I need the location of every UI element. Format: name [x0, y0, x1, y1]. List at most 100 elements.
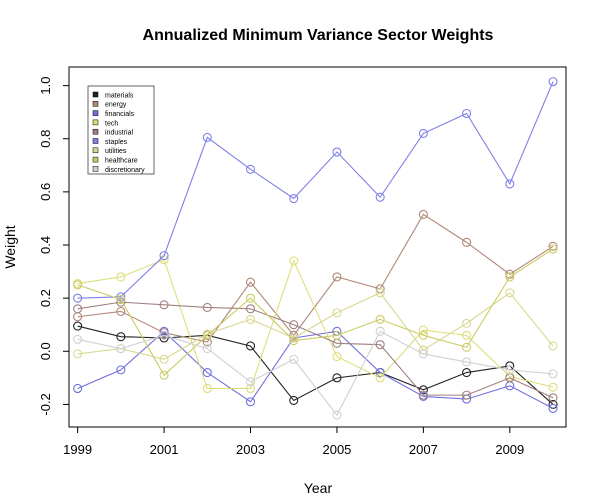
series-line-healthcare [77, 248, 554, 377]
data-point [375, 326, 385, 336]
plot-frame [68, 66, 567, 428]
data-point [462, 357, 472, 367]
data-point [418, 349, 428, 359]
x-tick-label: 2009 [495, 442, 524, 457]
y-tick-label: 0.2 [38, 289, 53, 307]
data-point [159, 251, 169, 261]
data-point [245, 383, 256, 394]
legend-label: utilities [105, 148, 127, 155]
legend-label: healthcare [105, 158, 138, 165]
data-point [116, 292, 126, 302]
x-tick-label: 2007 [409, 442, 438, 457]
data-point [548, 341, 558, 351]
data-point [202, 383, 212, 394]
data-point [462, 367, 472, 378]
data-point [375, 340, 385, 350]
data-point [289, 193, 299, 204]
legend-label: discretionary [105, 167, 145, 174]
data-point [202, 302, 212, 312]
data-point [548, 382, 558, 392]
legend-label: energy [105, 102, 127, 109]
data-point [548, 241, 558, 251]
series-line-utilities [77, 292, 554, 360]
data-point [73, 293, 83, 303]
x-tick-label: 2001 [150, 442, 179, 457]
data-point [245, 164, 256, 174]
series-healthcare [73, 244, 558, 380]
data-point [289, 256, 299, 266]
data-point [202, 344, 212, 354]
data-point [375, 192, 385, 202]
data-point [159, 300, 169, 310]
data-point [505, 272, 515, 282]
data-point [159, 370, 169, 380]
data-point [332, 352, 342, 362]
y-axis: -0.2 0.0 0.2 0.4 0.6 0.8 1.0 [38, 77, 69, 416]
data-point [548, 393, 558, 403]
data-point [245, 314, 256, 324]
data-point [418, 128, 428, 138]
series-discretionary [73, 326, 558, 420]
data-point [462, 330, 472, 340]
legend-label: staples [105, 139, 128, 146]
legend-label: industrial [105, 130, 133, 137]
data-point [289, 333, 299, 343]
data-point [332, 147, 342, 157]
data-point [73, 334, 83, 344]
data-point [548, 244, 558, 254]
legend: materials energy financials tech industrial s… [87, 85, 155, 175]
data-point [505, 365, 515, 375]
y-axis-label: Weight [2, 225, 18, 268]
series-line-energy [77, 213, 554, 343]
data-point [116, 297, 126, 307]
data-point [462, 108, 472, 119]
legend-label: financials [105, 111, 135, 118]
legend-swatch [92, 110, 99, 116]
legend-swatch [92, 156, 99, 163]
legend-swatch [92, 166, 99, 172]
data-point [245, 293, 256, 303]
data-point [418, 209, 428, 220]
series-line-tech [77, 258, 554, 390]
data-point [548, 77, 558, 87]
data-point [245, 277, 256, 287]
data-point [418, 330, 428, 340]
data-point [159, 330, 169, 340]
data-point [245, 377, 256, 387]
data-point [73, 280, 83, 290]
data-point [332, 308, 342, 318]
x-tick-label: 2003 [236, 442, 265, 457]
chart-title: Annualized Minimum Variance Sector Weigh… [143, 27, 494, 44]
data-point [245, 341, 256, 351]
data-point [548, 369, 558, 379]
x-tick-label: 2005 [322, 442, 351, 457]
x-axis: 1999 2001 2003 2005 2007 2009 [63, 427, 524, 457]
data-point [159, 354, 169, 364]
data-point [289, 395, 299, 405]
data-point [73, 349, 83, 359]
legend-swatch [92, 147, 99, 154]
data-point [289, 320, 299, 330]
data-point [116, 332, 126, 342]
data-point [116, 365, 126, 375]
legend-swatch [92, 101, 99, 107]
data-point [375, 288, 385, 298]
y-tick-label: 1.0 [38, 77, 53, 95]
data-point [505, 288, 515, 298]
data-point [375, 373, 385, 383]
data-point [202, 367, 212, 378]
data-point [462, 342, 472, 352]
data-point [159, 333, 169, 343]
data-point [548, 399, 558, 409]
data-point [289, 336, 299, 346]
data-point [202, 330, 212, 340]
data-point [245, 304, 256, 314]
legend-swatch [92, 119, 99, 126]
series-layer [73, 77, 558, 420]
data-point [332, 373, 342, 383]
y-tick-label: 0.4 [38, 236, 53, 254]
data-point [332, 330, 342, 340]
data-point [73, 304, 83, 314]
data-point [505, 179, 515, 189]
